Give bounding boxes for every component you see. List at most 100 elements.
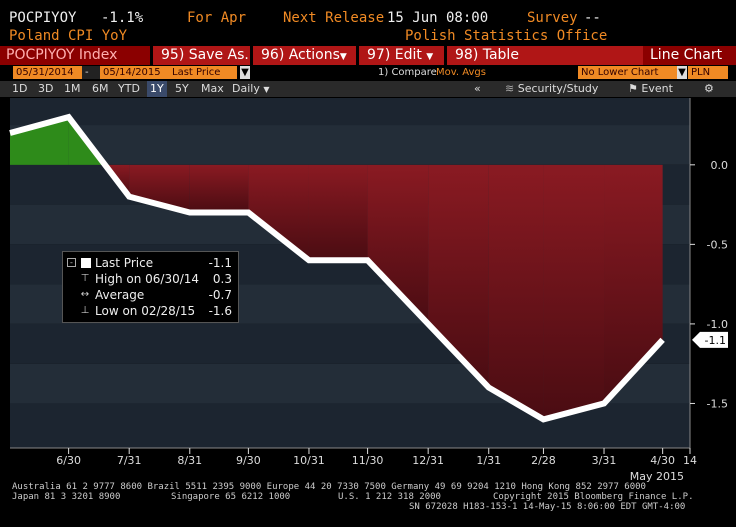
negative-fill	[248, 164, 309, 261]
negative-fill	[543, 164, 605, 420]
index-field[interactable]: POCPIYOY Index	[0, 46, 150, 65]
negative-fill	[367, 164, 429, 324]
flag-icon: ⚑	[628, 82, 638, 95]
legend-label: High on 06/30/14	[95, 272, 200, 286]
y-tick-label: -1.0	[707, 318, 728, 331]
gear-icon[interactable]: ⚙	[704, 82, 714, 95]
x-tick-label: 14	[683, 454, 697, 467]
survey-value: --	[584, 10, 601, 26]
x-tick-label: 11/30	[352, 454, 384, 467]
event-label: Event	[641, 82, 673, 95]
next-release-label: Next Release	[283, 10, 385, 26]
range-button[interactable]: 3D	[38, 82, 54, 95]
legend-label: Low on 02/28/15	[95, 304, 196, 318]
start-date-field[interactable]: 05/31/2014	[13, 66, 85, 79]
frequency-select[interactable]: Daily ▼	[232, 81, 270, 97]
collapse-icon[interactable]: -	[67, 258, 76, 267]
footer-contacts: Japan 81 3 3201 8900	[12, 492, 121, 502]
legend: - Last Price -1.1 ⊤ High on 06/30/14 0.3…	[62, 251, 239, 323]
edit-menu[interactable]: 97) Edit ▼	[359, 46, 455, 65]
legend-label: Last Price	[95, 256, 154, 270]
legend-average: ↔ Average -0.7	[63, 287, 238, 303]
average-icon: ↔	[80, 289, 90, 300]
range-button-selected[interactable]: 1Y	[147, 81, 167, 97]
table-button[interactable]: 98) Table	[447, 46, 643, 65]
x-tick-label: 10/31	[293, 454, 325, 467]
edit-label: 97) Edit	[367, 47, 422, 63]
date-dash: -	[82, 66, 102, 79]
y-tick-label: 0.0	[711, 159, 729, 172]
chart-series	[9, 113, 665, 423]
save-as-button[interactable]: 95) Save As...	[153, 46, 269, 65]
footer-timestamp: SN 672028 H183-153-1 14-May-15 8:06:00 E…	[409, 502, 686, 512]
menu-separator	[250, 46, 253, 65]
last-value-label: -1.1	[705, 334, 726, 347]
security-study-button[interactable]: ≋ Security/Study	[505, 81, 598, 97]
low-icon: ⊥	[80, 305, 90, 316]
lower-chart-select[interactable]: No Lower Chart	[578, 66, 679, 79]
legend-last-price: - Last Price -1.1	[63, 255, 238, 271]
negative-fill	[604, 164, 663, 404]
x-axis: 6/30 7/31 8/31 9/30 10/31 11/30 12/31 1/31 2/28 3…	[10, 447, 697, 483]
menu-separator	[356, 46, 359, 65]
ticker: POCPIYOY	[9, 10, 77, 26]
footer-contacts: Australia 61 2 9777 8600 Brazil 5511 239…	[12, 482, 646, 492]
chevron-down-icon: ▼	[426, 52, 434, 62]
change-value: -1.1%	[101, 10, 144, 26]
price-field-select[interactable]: Last Price	[169, 66, 237, 79]
compare-label[interactable]: 1) Compare	[378, 67, 437, 78]
event-button[interactable]: ⚑ Event	[628, 81, 673, 97]
range-button[interactable]: 5Y	[175, 82, 189, 95]
survey-label: Survey	[527, 10, 578, 26]
end-date-field[interactable]: 05/14/2015	[100, 66, 172, 79]
chart-type[interactable]: Line Chart	[650, 47, 723, 63]
negative-fill	[308, 164, 368, 261]
subtitle: Poland CPI YoY	[9, 28, 128, 44]
range-button[interactable]: 1M	[64, 82, 81, 95]
legend-value: -1.1	[208, 256, 232, 270]
y-tick-label: -1.5	[707, 397, 728, 410]
collapse-icon[interactable]: «	[474, 82, 481, 95]
range-button[interactable]: 6M	[92, 82, 109, 95]
chevron-down-icon[interactable]: ▼	[677, 66, 687, 79]
chevron-down-icon[interactable]: ▼	[240, 66, 250, 79]
x-tick-label: 7/31	[117, 454, 142, 467]
y-axis: 0.0 -0.5 -1.0 -1.5 -1.1	[689, 98, 729, 448]
legend-high: ⊤ High on 06/30/14 0.3	[63, 271, 238, 287]
source: Polish Statistics Office	[405, 28, 608, 44]
range-button[interactable]: 1D	[12, 82, 28, 95]
compare-value[interactable]: Mov. Avgs	[436, 67, 486, 78]
frequency-label: Daily	[232, 82, 260, 95]
range-button[interactable]: YTD	[118, 82, 140, 95]
y-tick-label: -0.5	[707, 238, 728, 251]
legend-swatch	[81, 258, 91, 268]
x-tick-label: 3/31	[592, 454, 617, 467]
toolbar	[0, 81, 736, 97]
period-label: For Apr	[187, 10, 247, 26]
legend-low: ⊥ Low on 02/28/15 -1.6	[63, 303, 238, 319]
x-tick-label: 4/30	[650, 454, 675, 467]
legend-label: Average	[95, 288, 145, 302]
actions-menu[interactable]: 96) Actions▼	[253, 46, 364, 65]
x-tick-label: 2/28	[531, 454, 556, 467]
last-value-tag	[692, 331, 728, 348]
footer-contacts: U.S. 1 212 318 2000	[338, 492, 441, 502]
currency-select[interactable]: PLN	[688, 66, 728, 79]
chart-fill	[10, 117, 663, 420]
menu-separator	[150, 46, 153, 65]
x-tick-label: 12/31	[412, 454, 444, 467]
footer-contacts: Singapore 65 6212 1000	[171, 492, 291, 502]
range-button[interactable]: Max	[201, 82, 224, 95]
chevron-down-icon: ▼	[339, 52, 347, 62]
x-period-label: May 2015	[630, 470, 684, 483]
next-release-value: 15 Jun 08:00	[387, 10, 489, 26]
negative-fill	[428, 164, 489, 388]
high-icon: ⊤	[80, 273, 90, 284]
legend-value: -0.7	[208, 288, 232, 302]
x-tick-label: 8/31	[177, 454, 202, 467]
negative-fill	[488, 164, 544, 420]
x-tick-label: 1/31	[476, 454, 501, 467]
security-study-label: Security/Study	[517, 82, 599, 95]
copyright: Copyright 2015 Bloomberg Finance L.P.	[493, 492, 694, 502]
study-icon: ≋	[505, 82, 515, 95]
